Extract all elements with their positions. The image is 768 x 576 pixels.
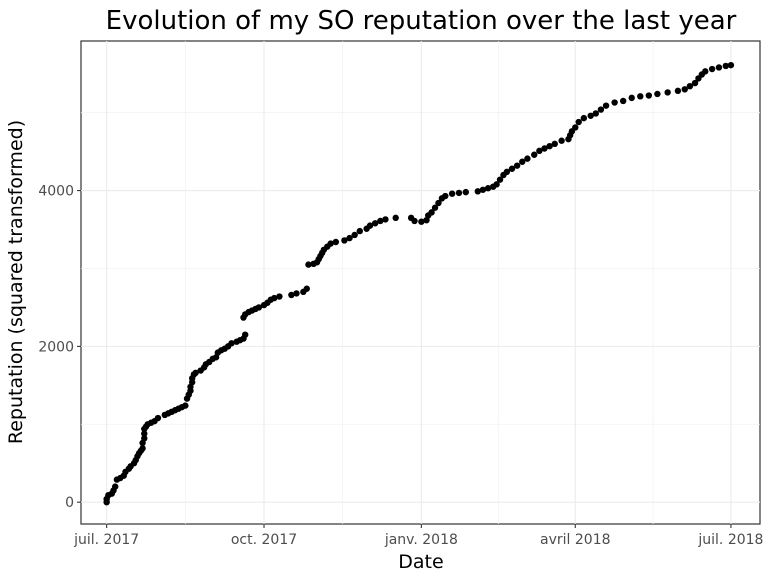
x-tick-label: oct. 2017	[231, 532, 297, 548]
y-tick-label: 0	[65, 495, 74, 511]
data-point	[455, 189, 463, 197]
data-point	[575, 118, 582, 126]
y-tick-label: 4000	[38, 184, 74, 200]
data-point	[508, 165, 516, 172]
data-point	[154, 414, 162, 422]
data-point	[727, 61, 735, 69]
data-point	[715, 64, 723, 71]
y-axis-title: Reputation (squared transformed)	[5, 120, 27, 444]
data-point	[382, 216, 389, 223]
data-point	[531, 151, 538, 158]
data-point	[411, 217, 418, 225]
data-point	[112, 483, 119, 490]
data-point	[418, 218, 425, 225]
data-point	[551, 140, 558, 148]
x-tick-label: janv. 2018	[384, 532, 458, 548]
data-point	[536, 147, 543, 155]
data-point	[139, 445, 146, 452]
data-point	[580, 114, 588, 122]
y-tick-label: 2000	[38, 339, 74, 355]
data-point	[592, 110, 600, 117]
data-point	[654, 90, 661, 98]
data-point	[293, 290, 300, 297]
data-point	[587, 112, 594, 119]
data-point	[182, 402, 189, 409]
data-point	[479, 186, 487, 193]
data-point	[271, 294, 278, 302]
y-axis: 0 2000 4000	[38, 184, 81, 511]
data-point	[524, 155, 531, 162]
data-point	[691, 79, 699, 87]
data-point	[686, 82, 694, 90]
data-point	[474, 188, 481, 195]
data-point	[602, 102, 610, 109]
data-point	[708, 65, 716, 73]
data-point	[597, 106, 605, 113]
data-point	[546, 142, 553, 150]
data-point	[493, 181, 500, 188]
data-point	[572, 124, 579, 131]
data-point	[332, 238, 340, 246]
data-point	[255, 304, 263, 311]
data-point	[366, 222, 374, 229]
data-point	[664, 89, 671, 96]
data-point	[442, 192, 449, 200]
data-point	[681, 86, 688, 93]
data-point	[503, 168, 511, 176]
data-point	[619, 97, 627, 105]
data-point	[241, 331, 249, 338]
data-point	[377, 217, 384, 225]
data-point	[303, 285, 310, 292]
x-tick-label: avril 2018	[540, 532, 610, 548]
data-point	[428, 209, 435, 216]
data-point	[462, 188, 470, 196]
data-point	[628, 94, 635, 102]
chart-title: Evolution of my SO reputation over the l…	[106, 6, 737, 36]
data-point	[431, 204, 439, 211]
data-point	[541, 145, 548, 152]
data-point	[192, 369, 199, 377]
data-point	[392, 214, 399, 222]
data-point	[435, 199, 442, 207]
data-point	[141, 430, 148, 437]
data-point	[484, 185, 492, 192]
data-point	[327, 240, 334, 247]
data-point	[496, 176, 504, 183]
data-point	[346, 234, 353, 242]
data-point	[674, 87, 682, 95]
data-point	[637, 93, 644, 100]
data-point	[611, 99, 618, 106]
data-point	[341, 237, 348, 244]
grid-lines	[81, 41, 760, 524]
data-point	[448, 190, 456, 197]
data-point	[513, 162, 521, 169]
data-point	[702, 68, 709, 75]
data-point	[645, 92, 653, 99]
x-axis: juil. 2017 oct. 2017 janv. 2018 avril 2018 j…	[73, 524, 763, 548]
x-tick-label: juil. 2017	[73, 532, 139, 548]
data-point	[351, 231, 358, 239]
data-point	[228, 340, 235, 347]
data-point	[288, 291, 295, 299]
data-points	[103, 61, 735, 506]
data-point	[519, 158, 526, 165]
data-point	[141, 435, 148, 442]
x-axis-title: Date	[398, 551, 443, 573]
data-point	[371, 220, 379, 227]
data-point	[276, 293, 283, 300]
data-point	[356, 227, 363, 235]
data-point	[558, 137, 565, 144]
data-point	[305, 261, 312, 268]
data-point	[722, 62, 729, 70]
plot-panel	[80, 40, 761, 525]
x-tick-label: juil. 2018	[697, 532, 763, 548]
